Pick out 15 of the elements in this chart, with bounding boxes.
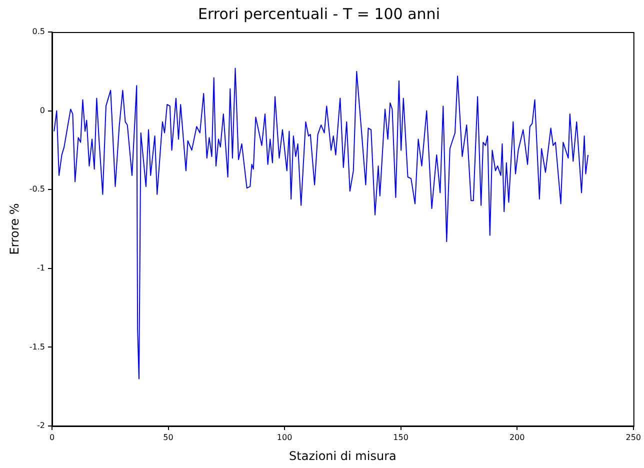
x-tick-label: 100 bbox=[276, 432, 292, 442]
x-tick-label: 200 bbox=[509, 432, 525, 442]
x-tick-label: 250 bbox=[626, 432, 642, 442]
x-tick-label: 50 bbox=[163, 432, 174, 442]
chart-title: Errori percentuali - T = 100 anni bbox=[198, 4, 440, 23]
y-tick-label: -0.5 bbox=[29, 184, 46, 194]
x-tick-label: 0 bbox=[49, 432, 55, 442]
y-tick-label: -2 bbox=[37, 421, 46, 430]
y-tick-label: -1 bbox=[37, 263, 46, 272]
x-tick-label: 150 bbox=[393, 432, 408, 442]
y-tick-label: 0 bbox=[40, 106, 46, 115]
x-axis-title: Stazioni di misura bbox=[289, 448, 396, 463]
y-tick-label: -1.5 bbox=[29, 342, 46, 352]
y-tick-label: 0.5 bbox=[32, 27, 46, 36]
y-axis-title: Errore % bbox=[7, 203, 22, 255]
